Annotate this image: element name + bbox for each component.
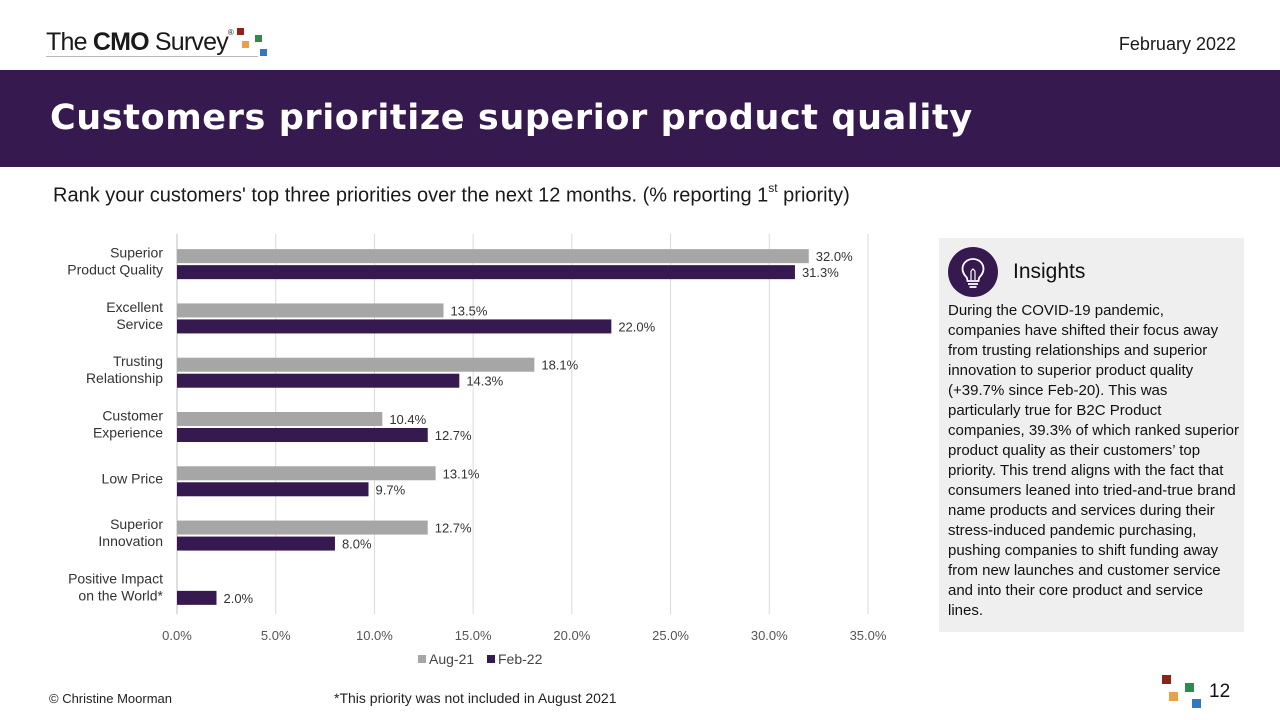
category-label: Experience [93, 425, 163, 441]
data-label: 22.0% [618, 319, 655, 334]
bar-aug-21 [177, 357, 535, 372]
category-label: Innovation [98, 533, 163, 549]
x-tick-label: 0.0% [162, 628, 192, 643]
bar-feb-22 [177, 590, 217, 605]
data-label: 32.0% [816, 249, 853, 264]
x-tick-label: 30.0% [751, 628, 788, 643]
insights-body: During the COVID-19 pandemic, companies … [948, 302, 1239, 619]
bar-aug-21 [177, 520, 428, 535]
bar-aug-21 [177, 466, 436, 481]
bar-feb-22 [177, 319, 612, 334]
x-tick-label: 20.0% [553, 628, 590, 643]
bar-feb-22 [177, 265, 795, 280]
logo-square-green [255, 35, 262, 42]
bar-feb-22 [177, 536, 335, 551]
priorities-bar-chart: 0.0% 5.0% 10.0% 15.0% 20.0% 25.0% 30.0% 35.0% Su… [67, 234, 887, 667]
legend-label: Feb-22 [498, 651, 543, 667]
legend-label: Aug-21 [429, 651, 474, 667]
category-label: Low Price [102, 470, 164, 486]
data-label: 18.1% [541, 358, 578, 373]
logo-underline [46, 56, 258, 57]
data-label: 8.0% [342, 537, 372, 552]
corner-square-green [1185, 683, 1194, 692]
data-label: 31.3% [802, 265, 839, 280]
category-label: Service [116, 316, 163, 332]
category-label: Superior [110, 245, 163, 261]
logo-square-blue [260, 49, 267, 56]
category-label: Excellent [106, 299, 163, 315]
report-date: February 2022 [1118, 34, 1236, 54]
data-label: 12.7% [435, 521, 472, 536]
insights-panel [939, 238, 1244, 632]
chart-footnote: *This priority was not included in Augus… [334, 690, 617, 706]
data-label: 9.7% [376, 482, 406, 497]
bar-feb-22 [177, 428, 428, 442]
copyright-notice: © Christine Moorman [49, 691, 173, 706]
slide-title: Customers prioritize superior product qu… [50, 98, 973, 138]
bar-feb-22 [177, 482, 369, 497]
data-label: 13.1% [443, 466, 480, 481]
category-label: Product Quality [67, 262, 163, 278]
logo-square-red [237, 28, 244, 35]
category-label: Superior [110, 516, 163, 532]
legend-swatch [418, 655, 426, 663]
bar-aug-21 [177, 303, 444, 318]
data-label: 14.3% [466, 374, 503, 389]
x-tick-label: 15.0% [455, 628, 492, 643]
bar-aug-21 [177, 249, 809, 264]
category-label: on the World* [78, 587, 163, 603]
corner-square-blue [1192, 699, 1201, 708]
logo-square-orange [242, 41, 249, 48]
logo-wordmark: The CMO Survey® [46, 27, 234, 56]
x-tick-label: 10.0% [356, 628, 393, 643]
x-tick-label: 25.0% [652, 628, 689, 643]
lightbulb-icon [948, 247, 998, 297]
data-label: 12.7% [435, 428, 472, 443]
title-banner [0, 70, 1280, 167]
page-number: 12 [1209, 681, 1231, 702]
category-label: Customer [102, 408, 163, 424]
category-label: Positive Impact [68, 570, 163, 586]
x-tick-label: 5.0% [261, 628, 291, 643]
category-label: Trusting [113, 353, 163, 369]
legend-swatch [487, 655, 495, 663]
data-label: 10.4% [389, 412, 426, 427]
corner-square-orange [1169, 692, 1178, 701]
corner-square-red [1162, 675, 1171, 684]
survey-question: Rank your customers' top three prioritie… [53, 181, 850, 207]
bar-aug-21 [177, 412, 383, 426]
data-label: 2.0% [223, 591, 253, 606]
category-label: Relationship [86, 370, 163, 386]
bar-feb-22 [177, 373, 460, 388]
data-label: 13.5% [451, 303, 488, 318]
x-tick-label: 35.0% [850, 628, 887, 643]
insights-title: Insights [1013, 260, 1086, 283]
